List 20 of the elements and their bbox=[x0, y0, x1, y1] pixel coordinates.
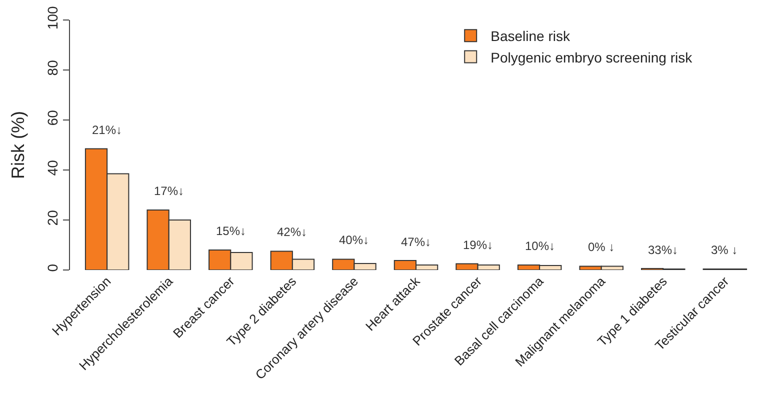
legend-label: Baseline risk bbox=[490, 28, 571, 44]
y-tick-label: 0 bbox=[44, 264, 60, 272]
y-tick-label: 40 bbox=[44, 160, 60, 176]
y-tick-label: 60 bbox=[44, 110, 60, 126]
y-tick-label: 100 bbox=[44, 6, 60, 30]
annotation: 0% ↓ bbox=[588, 240, 615, 254]
annotation: 10%↓ bbox=[525, 239, 556, 253]
annotation: 19%↓ bbox=[463, 238, 494, 252]
annotation: 15%↓ bbox=[216, 224, 246, 238]
annotation: 42%↓ bbox=[277, 225, 308, 239]
annotation: 47%↓ bbox=[401, 235, 432, 249]
y-tick-label: 80 bbox=[44, 60, 60, 76]
annotation: 40%↓ bbox=[339, 233, 370, 247]
legend-label: Polygenic embryo screening risk bbox=[490, 49, 694, 66]
y-tick-label: 20 bbox=[44, 210, 60, 226]
y-axis-title: Risk (%) bbox=[8, 111, 28, 179]
annotation: 3% ↓ bbox=[711, 243, 738, 257]
annotation: 17%↓ bbox=[154, 184, 184, 198]
annotation: 21%↓ bbox=[92, 123, 122, 137]
annotation: 33%↓ bbox=[648, 243, 678, 257]
